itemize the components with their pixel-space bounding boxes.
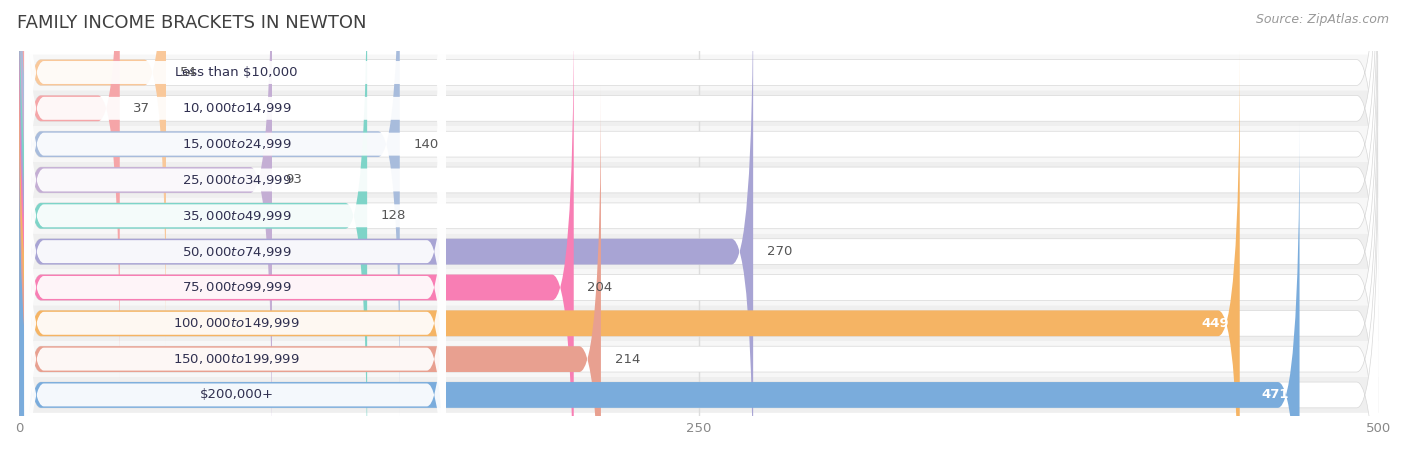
Text: $50,000 to $74,999: $50,000 to $74,999 [181,245,291,259]
Text: 449: 449 [1201,317,1229,330]
FancyBboxPatch shape [20,0,1378,382]
FancyBboxPatch shape [20,54,1378,90]
Text: 214: 214 [614,353,640,365]
FancyBboxPatch shape [20,121,1299,450]
FancyBboxPatch shape [20,0,754,450]
FancyBboxPatch shape [25,120,446,450]
FancyBboxPatch shape [20,50,1240,450]
Text: FAMILY INCOME BRACKETS IN NEWTON: FAMILY INCOME BRACKETS IN NEWTON [17,14,367,32]
Text: $150,000 to $199,999: $150,000 to $199,999 [173,352,299,366]
FancyBboxPatch shape [25,48,446,450]
Text: Source: ZipAtlas.com: Source: ZipAtlas.com [1256,14,1389,27]
FancyBboxPatch shape [20,0,399,418]
FancyBboxPatch shape [25,0,446,383]
Text: 270: 270 [766,245,792,258]
FancyBboxPatch shape [20,377,1378,413]
FancyBboxPatch shape [20,0,1378,418]
Text: 140: 140 [413,138,439,151]
Text: 37: 37 [134,102,150,115]
Text: 54: 54 [180,66,197,79]
FancyBboxPatch shape [20,0,1378,450]
FancyBboxPatch shape [20,341,1378,377]
FancyBboxPatch shape [20,14,574,450]
Text: $25,000 to $34,999: $25,000 to $34,999 [181,173,291,187]
Text: $10,000 to $14,999: $10,000 to $14,999 [181,101,291,115]
FancyBboxPatch shape [20,234,1378,270]
FancyBboxPatch shape [25,0,446,419]
FancyBboxPatch shape [25,84,446,450]
Text: $35,000 to $49,999: $35,000 to $49,999 [181,209,291,223]
FancyBboxPatch shape [20,162,1378,198]
FancyBboxPatch shape [20,86,600,450]
FancyBboxPatch shape [20,50,1378,450]
Text: 93: 93 [285,174,302,186]
Text: $75,000 to $99,999: $75,000 to $99,999 [181,280,291,294]
FancyBboxPatch shape [20,0,120,382]
FancyBboxPatch shape [20,121,1378,450]
FancyBboxPatch shape [20,0,1378,346]
FancyBboxPatch shape [20,0,271,450]
FancyBboxPatch shape [25,12,446,450]
FancyBboxPatch shape [20,14,1378,450]
FancyBboxPatch shape [25,0,446,312]
FancyBboxPatch shape [20,0,367,450]
FancyBboxPatch shape [25,0,446,348]
FancyBboxPatch shape [20,86,1378,450]
Text: $15,000 to $24,999: $15,000 to $24,999 [181,137,291,151]
Text: $200,000+: $200,000+ [200,388,274,401]
Text: $100,000 to $149,999: $100,000 to $149,999 [173,316,299,330]
FancyBboxPatch shape [20,306,1378,341]
FancyBboxPatch shape [20,126,1378,162]
Text: 128: 128 [381,209,406,222]
FancyBboxPatch shape [25,0,446,450]
Text: Less than $10,000: Less than $10,000 [176,66,298,79]
FancyBboxPatch shape [20,0,1378,450]
FancyBboxPatch shape [20,0,1378,450]
FancyBboxPatch shape [20,270,1378,306]
Text: 471: 471 [1261,388,1289,401]
FancyBboxPatch shape [25,156,446,450]
Text: 204: 204 [588,281,613,294]
FancyBboxPatch shape [20,90,1378,126]
FancyBboxPatch shape [20,198,1378,234]
FancyBboxPatch shape [20,0,166,346]
